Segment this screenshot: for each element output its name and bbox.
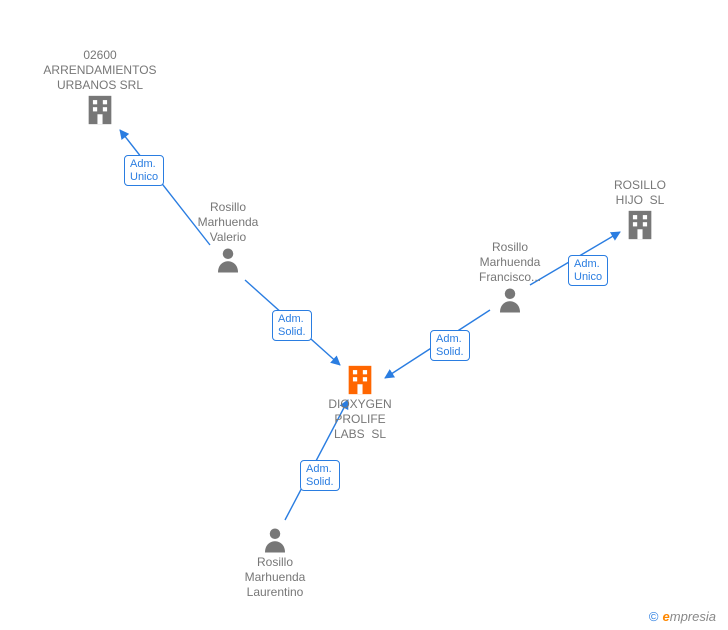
edge-label: Adm. Unico	[568, 255, 608, 286]
node-rosillo_hijo: ROSILLO HIJO SL	[570, 178, 710, 242]
node-label: 02600 ARRENDAMIENTOS URBANOS SRL	[30, 48, 170, 93]
edge-label: Adm. Solid.	[430, 330, 470, 361]
node-laurentino: Rosillo Marhuenda Laurentino	[205, 525, 345, 600]
building-icon	[83, 93, 117, 127]
edge-label: Adm. Solid.	[272, 310, 312, 341]
node-dioxygen: DIOXYGEN PROLIFE LABS SL	[290, 363, 430, 442]
node-label: Rosillo Marhuenda Francisco...	[440, 240, 580, 285]
edge-label: Adm. Solid.	[300, 460, 340, 491]
person-icon	[213, 245, 243, 275]
node-valerio: Rosillo Marhuenda Valerio	[158, 200, 298, 275]
person-icon	[260, 525, 290, 555]
brand-rest: mpresia	[670, 609, 716, 624]
node-label: Rosillo Marhuenda Valerio	[158, 200, 298, 245]
building-icon	[623, 208, 657, 242]
node-label: DIOXYGEN PROLIFE LABS SL	[290, 397, 430, 442]
building-icon	[343, 363, 377, 397]
edge-label: Adm. Unico	[124, 155, 164, 186]
brand-first-letter: e	[663, 609, 670, 624]
copyright-symbol: ©	[649, 609, 659, 624]
person-icon	[495, 285, 525, 315]
node-label: ROSILLO HIJO SL	[570, 178, 710, 208]
footer-brand: © empresia	[649, 609, 716, 624]
node-arrend: 02600 ARRENDAMIENTOS URBANOS SRL	[30, 48, 170, 127]
node-francisco: Rosillo Marhuenda Francisco...	[440, 240, 580, 315]
node-label: Rosillo Marhuenda Laurentino	[205, 555, 345, 600]
